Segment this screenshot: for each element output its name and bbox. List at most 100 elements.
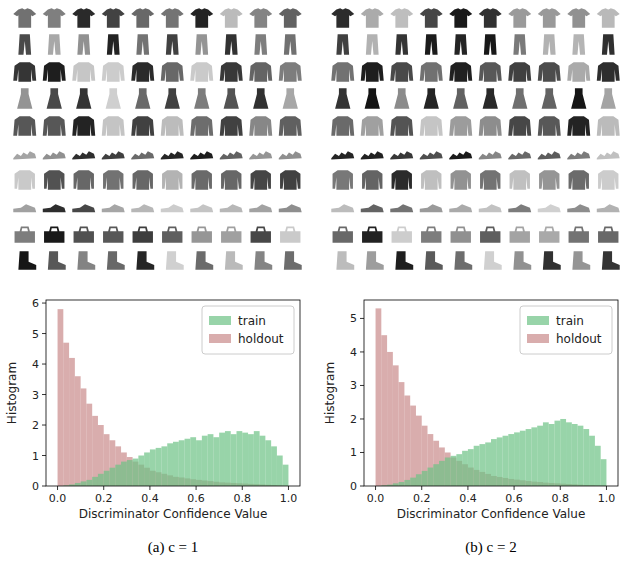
- hist-bar: [81, 481, 87, 486]
- sample-grid: [13, 8, 301, 269]
- y-tick: [42, 394, 46, 395]
- sample-image: [195, 251, 213, 269]
- sample-image: [220, 62, 243, 82]
- sample-image: [333, 227, 353, 243]
- sample-image: [366, 34, 379, 55]
- hist-bar: [497, 437, 503, 486]
- hist-bar: [491, 439, 497, 486]
- sample-image: [543, 34, 556, 55]
- sample-image: [77, 34, 90, 55]
- hist-bar: [462, 451, 468, 486]
- sample-image: [18, 251, 36, 269]
- sample-image: [15, 227, 35, 243]
- sample-image: [395, 251, 413, 269]
- sample-image: [510, 227, 530, 243]
- sample-image: [420, 8, 443, 28]
- sample-image: [597, 204, 620, 212]
- sample-image: [571, 88, 586, 109]
- sample-image: [220, 204, 243, 212]
- sample-image: [279, 62, 302, 82]
- hist-bar: [381, 335, 387, 486]
- hist-bar: [451, 456, 457, 486]
- hist-bar: [219, 433, 225, 486]
- sample-image: [195, 34, 208, 55]
- sample-image: [161, 8, 184, 28]
- hist-bar: [422, 426, 428, 486]
- sample-image: [102, 116, 125, 136]
- sample-image: [48, 34, 61, 55]
- sample-image: [449, 62, 472, 82]
- sample-image: [107, 34, 120, 55]
- sample-image: [103, 227, 123, 243]
- sample-image: [220, 116, 243, 136]
- y-tick: [42, 364, 46, 365]
- hist-bar: [242, 433, 248, 486]
- hist-bar: [133, 459, 139, 486]
- hist-bar: [127, 457, 133, 486]
- hist-bar: [445, 458, 451, 486]
- sample-image: [165, 88, 180, 109]
- sample-image: [479, 151, 502, 159]
- sample-image: [424, 88, 439, 109]
- sample-image: [597, 8, 620, 28]
- sample-image: [539, 227, 559, 243]
- sample-image: [449, 116, 472, 136]
- x-tick: [514, 486, 515, 490]
- sample-image: [279, 8, 302, 28]
- sample-image: [77, 251, 95, 269]
- sample-image: [390, 151, 413, 159]
- sample-image: [390, 8, 413, 28]
- frame: [46, 300, 300, 486]
- hist-bar: [173, 442, 179, 486]
- sample-image: [597, 116, 620, 136]
- legend-label: holdout: [556, 332, 602, 346]
- sample-image: [331, 116, 354, 136]
- sample-image: [131, 8, 154, 28]
- sample-image: [249, 151, 272, 159]
- sample-image: [512, 88, 527, 109]
- sample-image: [190, 62, 213, 82]
- hist-bar: [81, 388, 87, 486]
- hist-bar: [589, 436, 595, 486]
- x-tick-label: 0.2: [413, 492, 431, 505]
- sample-image: [249, 8, 272, 28]
- sample-image: [220, 151, 243, 159]
- hist-bar: [265, 440, 271, 486]
- hist-bar: [422, 471, 428, 486]
- hist-bar: [75, 483, 81, 486]
- sample-image: [483, 88, 498, 109]
- panel: 0.00.20.40.60.81.0012345Discriminator Co…: [323, 8, 620, 556]
- hist-bar: [196, 440, 202, 486]
- hist-bar: [543, 422, 549, 486]
- sample-image: [508, 8, 531, 28]
- x-tick: [288, 486, 289, 490]
- x-tick: [103, 486, 104, 490]
- hist-bar: [86, 404, 92, 486]
- sample-image: [361, 204, 384, 212]
- hist-bar: [58, 309, 64, 486]
- sample-image: [362, 227, 382, 243]
- sample-image: [72, 151, 95, 159]
- x-tick: [196, 486, 197, 490]
- sample-image: [166, 34, 179, 55]
- sample-image: [43, 8, 66, 28]
- hist-bar: [179, 440, 185, 486]
- sample-image: [569, 170, 589, 190]
- y-tick: [42, 455, 46, 456]
- x-axis-label: Discriminator Confidence Value: [79, 507, 268, 521]
- y-tick-label: 2: [32, 419, 39, 432]
- sample-image: [220, 8, 243, 28]
- x-tick-label: 0.6: [505, 492, 523, 505]
- hist-bar: [121, 452, 127, 486]
- legend-swatch: [527, 316, 549, 325]
- sample-image: [366, 251, 384, 269]
- x-tick-label: 0.8: [552, 492, 570, 505]
- sample-image: [513, 34, 526, 55]
- sample-image: [420, 116, 443, 136]
- hist-bar: [127, 460, 133, 486]
- sample-image: [74, 227, 94, 243]
- y-tick-label: 1: [350, 446, 357, 459]
- sample-image: [567, 116, 590, 136]
- sample-image: [451, 170, 471, 190]
- sample-image: [539, 170, 559, 190]
